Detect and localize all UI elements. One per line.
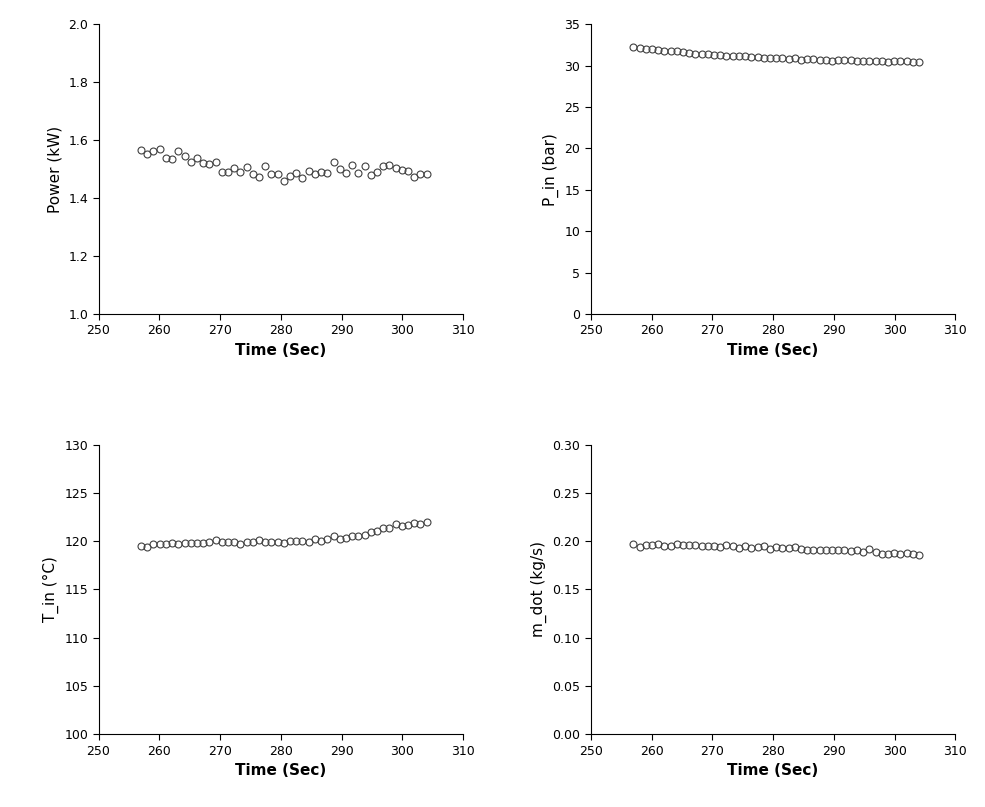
X-axis label: Time (Sec): Time (Sec)	[728, 343, 819, 358]
X-axis label: Time (Sec): Time (Sec)	[235, 343, 326, 358]
Y-axis label: Power (kW): Power (kW)	[47, 126, 63, 213]
Y-axis label: T_in (°C): T_in (°C)	[42, 557, 59, 622]
Y-axis label: P_in (bar): P_in (bar)	[543, 132, 558, 206]
Y-axis label: m_dot (kg/s): m_dot (kg/s)	[531, 541, 547, 638]
X-axis label: Time (Sec): Time (Sec)	[235, 763, 326, 778]
X-axis label: Time (Sec): Time (Sec)	[728, 763, 819, 778]
